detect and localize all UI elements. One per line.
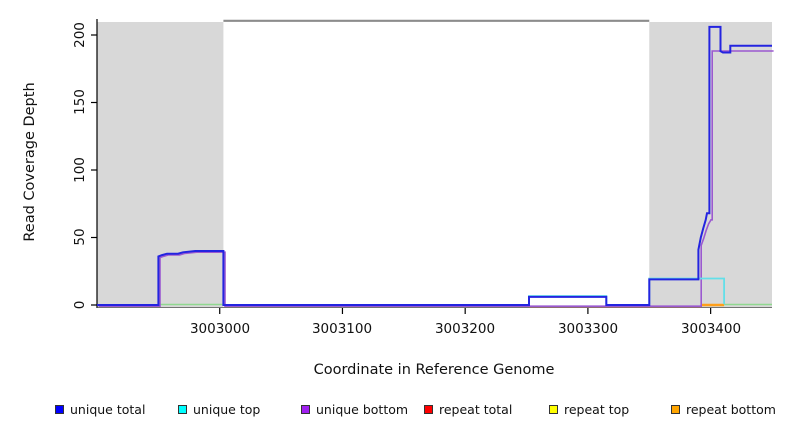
legend-label: unique total bbox=[70, 401, 146, 417]
legend-item-repeat-total: repeat total bbox=[424, 401, 512, 417]
legend-label: repeat top bbox=[564, 401, 630, 417]
repeat-total-swatch-icon bbox=[424, 404, 433, 414]
y-tick-label-0: 0 bbox=[72, 300, 88, 310]
y-tick-label-200: 200 bbox=[72, 22, 88, 48]
legend-label: repeat total bbox=[439, 401, 513, 417]
x-tick-label-3003000: 3003000 bbox=[189, 321, 251, 337]
legend-item-repeat-bottom: repeat bottom bbox=[671, 401, 776, 417]
y-axis-title: Read Coverage Depth bbox=[22, 82, 38, 242]
x-tick-label-3003200: 3003200 bbox=[434, 321, 496, 337]
legend-label: unique top bbox=[193, 401, 261, 417]
legend-item-unique-total: unique total bbox=[55, 401, 145, 417]
series-unique-total bbox=[97, 25, 772, 306]
shaded-region-1 bbox=[649, 22, 772, 307]
legend-label: repeat bottom bbox=[686, 401, 776, 417]
y-tick-label-150: 150 bbox=[72, 89, 88, 115]
legend-item-repeat-top: repeat top bbox=[549, 401, 629, 417]
series-unique-bottom bbox=[98, 50, 774, 308]
x-tick-label-3003100: 3003100 bbox=[311, 321, 373, 337]
unique-total-swatch-icon bbox=[55, 404, 64, 414]
legend-item-unique-bottom: unique bottom bbox=[301, 401, 408, 417]
y-tick-label-50: 50 bbox=[72, 228, 88, 246]
x-axis-title: Coordinate in Reference Genome bbox=[313, 362, 555, 378]
unique-bottom-swatch-icon bbox=[301, 404, 310, 414]
legend-item-unique-top: unique top bbox=[178, 401, 260, 417]
repeat-bottom-swatch-icon bbox=[671, 404, 680, 414]
legend-label: unique bottom bbox=[316, 401, 409, 417]
x-tick-label-3003300: 3003300 bbox=[557, 321, 619, 337]
repeat-top-swatch-icon bbox=[549, 404, 558, 414]
y-tick-label-100: 100 bbox=[72, 157, 88, 183]
unique-top-swatch-icon bbox=[178, 404, 187, 414]
x-tick-label-3003400: 3003400 bbox=[680, 321, 742, 337]
